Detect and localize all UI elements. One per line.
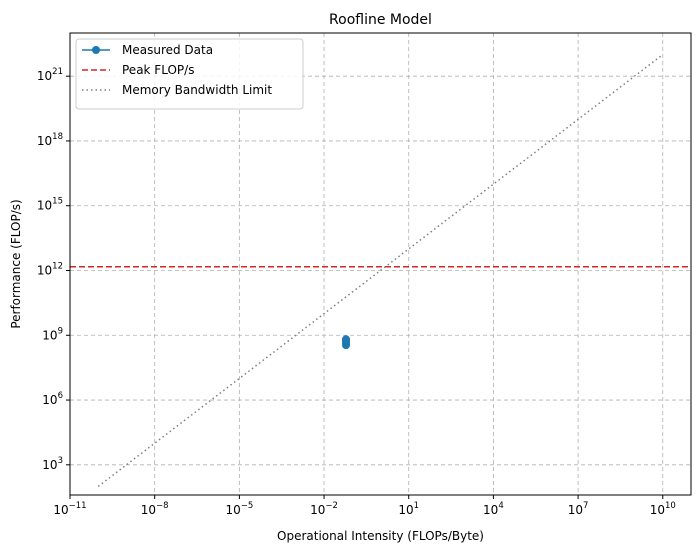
grid — [69, 33, 691, 495]
y-tick-label: 103 — [42, 456, 63, 472]
x-axis-label: Operational Intensity (FLOPs/Byte) — [277, 529, 484, 543]
y-tick-label: 106 — [42, 391, 63, 407]
memory-bandwidth-line — [97, 53, 664, 488]
y-axis-label: Performance (FLOP/s) — [9, 199, 23, 328]
legend-label: Measured Data — [122, 43, 213, 57]
legend-box — [75, 38, 304, 110]
x-tick-label: 104 — [483, 501, 504, 517]
y-tick-label: 109 — [42, 326, 63, 342]
series-layer — [70, 53, 691, 488]
chart-title: Roofline Model — [329, 12, 432, 28]
legend-label: Peak FLOP/s — [122, 63, 194, 77]
measured-data-point — [342, 335, 351, 344]
x-axis: 10−11 10−8 10−5 10−2 101 104 107 1010 — [53, 495, 676, 517]
x-tick-label: 101 — [398, 501, 419, 517]
y-tick-label: 1021 — [37, 67, 63, 83]
x-tick-label: 10−8 — [141, 501, 169, 517]
x-tick-label: 10−5 — [225, 501, 253, 517]
legend: Measured Data Peak FLOP/s Memory Bandwidth… — [75, 38, 304, 110]
plot-frame — [69, 32, 692, 496]
legend-marker-measured — [92, 46, 100, 54]
x-tick-label: 1010 — [650, 501, 676, 517]
y-tick-label: 1015 — [37, 197, 63, 213]
x-tick-label: 107 — [568, 501, 589, 517]
x-tick-label: 10−11 — [53, 501, 86, 517]
y-axis: 103 106 109 1012 1015 1018 1021 — [37, 67, 70, 472]
legend-label: Memory Bandwidth Limit — [122, 83, 272, 97]
y-tick-label: 1012 — [37, 261, 63, 277]
y-tick-label: 1018 — [37, 132, 63, 148]
x-tick-label: 10−2 — [310, 501, 338, 517]
